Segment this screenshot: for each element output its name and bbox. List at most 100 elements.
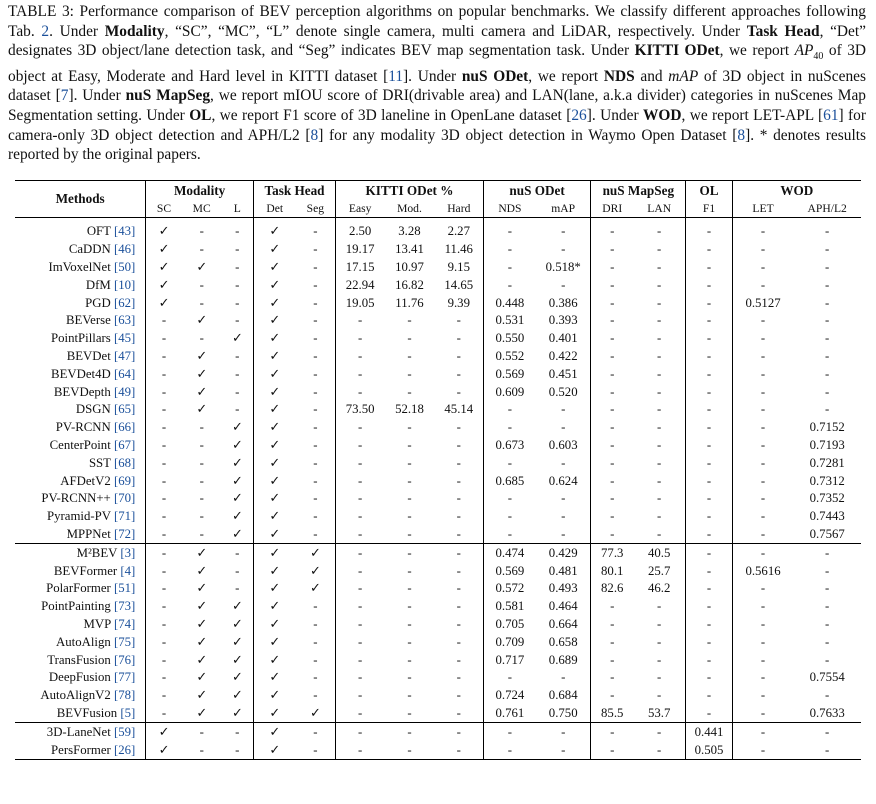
method-name: PersFormer [26] <box>15 741 147 760</box>
table-cell: - <box>685 240 733 259</box>
table-cell: - <box>161 705 167 720</box>
table-cell: ✓ <box>196 670 208 685</box>
table-cell: - <box>760 384 766 399</box>
table-cell: ✓ <box>269 242 281 257</box>
table-cell: - <box>358 313 363 328</box>
table-cell: - <box>161 348 167 363</box>
table-cell: - <box>825 384 830 399</box>
table-cell: - <box>295 633 337 652</box>
table-cell: ✓ <box>269 581 281 596</box>
table-cell: ✓ <box>181 543 222 563</box>
table-cell: - <box>507 259 513 274</box>
table-cell: - <box>199 473 204 488</box>
table-cell: - <box>221 311 254 330</box>
table-cell: - <box>434 668 484 687</box>
table-cell: - <box>685 525 733 544</box>
table-cell: - <box>633 436 687 455</box>
table-cell: - <box>685 418 733 437</box>
group-header-nus-mapseg: nuS MapSeg <box>590 180 687 200</box>
table-cell: - <box>181 741 222 760</box>
table-cell: - <box>199 437 204 452</box>
method-name: MPPNet [72] <box>15 525 147 544</box>
table-cell: - <box>760 491 766 506</box>
table-cell: - <box>633 722 687 742</box>
subheader-hard: Hard <box>434 200 484 218</box>
method-name: PGD [62] <box>15 294 147 312</box>
table-cell: - <box>507 491 513 506</box>
group-header-task-head: Task Head <box>253 180 337 200</box>
table-cell: - <box>793 741 861 760</box>
table-cell: ✓ <box>295 562 337 580</box>
table-cell: ✓ <box>158 277 170 292</box>
table-cell: - <box>199 277 204 292</box>
table-cell: - <box>295 722 337 742</box>
table-cell: 3.28 <box>398 224 421 239</box>
subheader-sc: SC <box>145 200 182 218</box>
table-cell: - <box>199 295 204 310</box>
table-cell: 11.46 <box>434 240 484 259</box>
table-cell: - <box>407 313 412 328</box>
table-cell: - <box>760 224 766 239</box>
citation-ref: [45] <box>113 331 136 346</box>
method-name: BEVFormer [4] <box>15 562 147 580</box>
table-cell: 0.505 <box>685 741 733 760</box>
table-cell: - <box>507 242 513 257</box>
table-cell: - <box>633 686 687 705</box>
method-label: TransFusion <box>47 652 111 667</box>
table-cell: - <box>685 686 733 705</box>
table-cell: - <box>633 365 687 384</box>
table-cell: - <box>825 259 830 274</box>
table-cell: - <box>633 217 687 241</box>
table-cell: 0.531 <box>495 313 525 328</box>
table-cell: - <box>825 402 830 417</box>
table-row: DSGN [65] - ✓ - ✓ -73.50 52.18 45.14- - - - - - - <box>15 400 861 419</box>
table-cell: - <box>536 525 592 544</box>
table-cell: - <box>685 383 733 401</box>
table-cell: 0.761 <box>495 705 525 720</box>
table-cell: - <box>407 705 412 720</box>
table-row: OFT [43] ✓ - - ✓ -2.50 3.28 2.27- - - - - - - <box>15 217 861 241</box>
citation-ref: [74] <box>113 616 136 631</box>
citation-ref: [43] <box>113 224 136 239</box>
table-cell: - <box>295 418 337 437</box>
table-cell: 0.658 <box>536 633 592 652</box>
table-cell: 0.441 <box>685 722 733 742</box>
table-cell: ✓ <box>269 420 281 435</box>
table-cell: 80.1 <box>601 563 624 578</box>
table-cell: ✓ <box>269 705 281 720</box>
table-row: BEVerse [63] - ✓ - ✓ - - - -0.531 0.393- - - - - <box>15 311 861 330</box>
table-cell: - <box>536 276 592 295</box>
table-cell: - <box>295 668 337 687</box>
table-cell: ✓ <box>221 686 254 705</box>
table-cell: ✓ <box>221 633 254 652</box>
table-cell: - <box>685 454 733 473</box>
methods-header: Methods <box>15 180 147 218</box>
table-cell: 9.39 <box>434 294 484 312</box>
table-cell: - <box>760 688 766 703</box>
citation-ref: [66] <box>113 420 136 435</box>
subheader-mc: MC <box>181 200 222 218</box>
citation-ref: [73] <box>113 599 136 614</box>
table-cell: 0.572 <box>495 581 525 596</box>
table-cell: - <box>295 436 337 455</box>
table-cell: - <box>610 437 615 452</box>
table-cell: 0.569 <box>495 366 525 381</box>
table-cell: - <box>507 670 513 685</box>
subheader-lan: LAN <box>633 200 687 218</box>
table-cell: ✓ <box>269 616 281 631</box>
table-cell: 46.2 <box>633 579 687 598</box>
table-cell: - <box>610 455 615 470</box>
table-cell: - <box>633 258 687 277</box>
table-cell: - <box>358 366 363 381</box>
citation-ref: [77] <box>113 670 136 685</box>
table-cell: ✓ <box>221 507 254 526</box>
table-cell: - <box>633 276 687 295</box>
table-cell: 82.6 <box>601 581 624 596</box>
table-cell: 0.750 <box>536 704 592 723</box>
method-label: BEVDet4D <box>51 366 111 381</box>
method-name: DSGN [65] <box>15 400 147 419</box>
table-cell: - <box>161 688 167 703</box>
table-cell: ✓ <box>196 599 208 614</box>
method-name: M²BEV [3] <box>15 543 147 563</box>
citation-ref: [78] <box>113 688 136 703</box>
